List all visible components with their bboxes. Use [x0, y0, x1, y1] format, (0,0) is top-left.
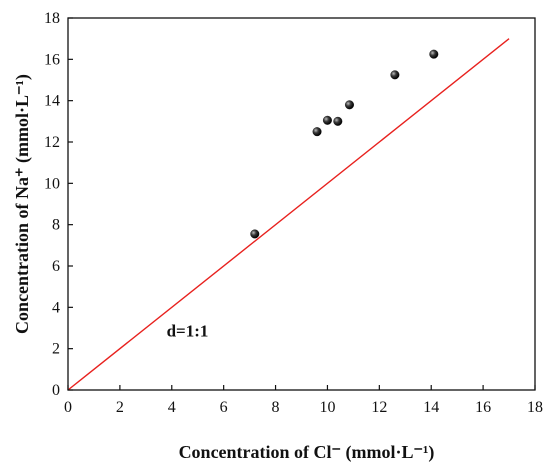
y-tick-label: 14 [44, 93, 60, 110]
reference-line-1-1 [67, 38, 510, 391]
x-tick-label: 10 [319, 399, 335, 416]
y-tick-label: 16 [44, 51, 60, 68]
x-tick-label: 14 [423, 399, 439, 416]
data-point [333, 116, 343, 126]
y-tick-label: 6 [52, 258, 60, 275]
x-tick-label: 6 [220, 399, 228, 416]
y-tick-label: 18 [44, 10, 60, 27]
data-point [344, 100, 354, 110]
x-tick-label: 0 [64, 399, 72, 416]
y-axis-title: Concentration of Na⁺ (mmol·L⁻¹) [12, 74, 33, 334]
data-point [390, 70, 400, 80]
plot-area [67, 17, 536, 391]
x-tick-label: 18 [527, 399, 543, 416]
y-tick-label: 2 [52, 341, 60, 358]
x-tick-label: 2 [116, 399, 124, 416]
ratio-annotation: d=1:1 [167, 321, 209, 340]
data-point [250, 229, 260, 239]
data-point [312, 127, 322, 137]
x-tick-label: 12 [371, 399, 387, 416]
y-tick-label: 8 [52, 217, 60, 234]
data-point [322, 115, 332, 125]
y-tick-label: 12 [44, 134, 60, 151]
y-tick-label: 0 [52, 382, 60, 399]
x-tick-label: 16 [475, 399, 491, 416]
x-tick-label: 4 [168, 399, 176, 416]
data-point [429, 49, 439, 59]
y-tick-label: 10 [44, 175, 60, 192]
x-axis-title: Concentration of Cl⁻ (mmol·L⁻¹) [179, 442, 435, 463]
y-tick-label: 4 [52, 299, 60, 316]
x-tick-label: 8 [272, 399, 280, 416]
